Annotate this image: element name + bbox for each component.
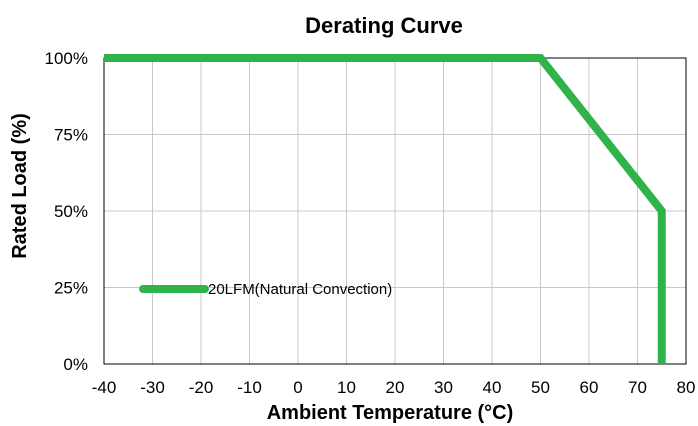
- x-axis-ticks: -40 -30 -20 -10 0 10 20 30 40 50 60 70 80: [92, 378, 696, 397]
- grid-lines: [104, 58, 686, 364]
- x-tick-label: 60: [580, 378, 599, 397]
- x-tick-label: 30: [434, 378, 453, 397]
- y-axis-ticks: 0% 25% 50% 75% 100%: [45, 49, 88, 374]
- x-tick-label: 20: [386, 378, 405, 397]
- y-tick-label: 100%: [45, 49, 88, 68]
- x-tick-label: 0: [293, 378, 302, 397]
- x-tick-label: -30: [140, 378, 165, 397]
- x-tick-label: -10: [237, 378, 262, 397]
- chart-title: Derating Curve: [305, 13, 463, 38]
- x-tick-label: -40: [92, 378, 117, 397]
- y-tick-label: 75%: [54, 126, 88, 145]
- x-tick-label: 80: [677, 378, 696, 397]
- x-tick-label: 10: [337, 378, 356, 397]
- y-axis-label: Rated Load (%): [9, 113, 31, 259]
- series-layer: [104, 54, 666, 364]
- legend: 20LFM(Natural Convection): [139, 281, 392, 298]
- y-tick-label: 50%: [54, 202, 88, 221]
- x-tick-label: 40: [483, 378, 502, 397]
- x-tick-label: 70: [628, 378, 647, 397]
- series-line: [104, 54, 666, 364]
- legend-label: 20LFM(Natural Convection): [208, 281, 392, 298]
- y-tick-label: 0%: [63, 355, 88, 374]
- x-tick-label: 50: [531, 378, 550, 397]
- y-tick-label: 25%: [54, 279, 88, 298]
- x-tick-label: -20: [189, 378, 214, 397]
- x-axis-label: Ambient Temperature (°C): [267, 402, 514, 424]
